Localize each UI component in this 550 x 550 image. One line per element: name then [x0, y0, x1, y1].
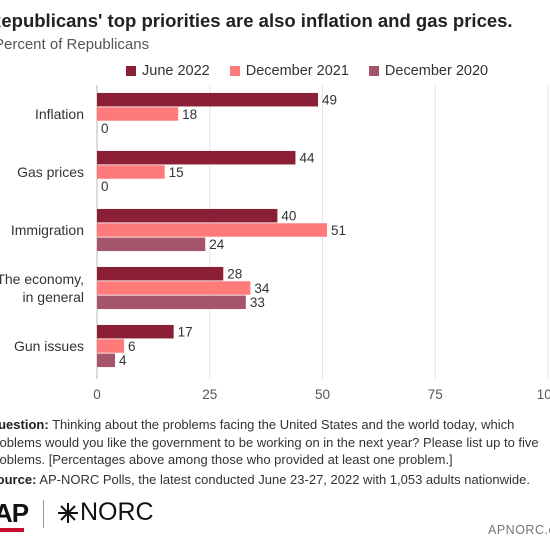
data-label: 34	[254, 281, 270, 296]
bar	[97, 339, 125, 353]
bar	[97, 208, 278, 223]
legend-swatch-december-2021	[229, 66, 240, 76]
ap-logo: AP	[0, 498, 29, 528]
bar	[97, 150, 296, 165]
data-label: 6	[128, 339, 136, 354]
x-tick-label: 100	[537, 387, 550, 402]
question-label: Question:	[0, 417, 49, 432]
data-label: 0	[101, 179, 109, 194]
x-tick-label: 50	[315, 387, 330, 402]
data-label: 4	[119, 353, 127, 368]
legend-label-june-2022: June 2022	[142, 63, 210, 79]
data-label: 18	[182, 107, 197, 122]
bar	[97, 324, 174, 339]
norc-star-icon	[58, 502, 78, 523]
bar	[97, 223, 328, 237]
bar	[97, 237, 206, 252]
legend-label-december-2020: December 2020	[384, 63, 489, 79]
category-label: Gas prices	[17, 164, 84, 180]
category-label: Immigration	[11, 222, 84, 238]
legend-item-june-2022: June 2022	[126, 62, 210, 80]
data-label: 33	[250, 295, 265, 310]
bar	[97, 295, 246, 310]
data-label: 17	[178, 324, 193, 339]
data-label: 49	[322, 92, 337, 107]
legend-swatch-december-2020	[368, 66, 379, 76]
data-label: 44	[299, 150, 315, 165]
legend-label-december-2021: December 2021	[245, 63, 349, 79]
bar	[97, 165, 165, 179]
norc-logo: NORC	[58, 498, 154, 527]
source-note: Source: AP-NORC Polls, the latest conduc…	[0, 472, 550, 487]
data-label: 15	[169, 165, 184, 180]
footer-url: APNORC.org	[488, 523, 550, 537]
data-label: 51	[331, 223, 346, 238]
x-tick-label: 75	[428, 387, 443, 402]
data-label: 0	[101, 121, 109, 136]
legend-swatch-june-2022	[126, 66, 136, 76]
logo-divider	[43, 500, 44, 528]
bar	[97, 266, 224, 281]
ap-logo-rule	[0, 528, 24, 532]
chart-title: Republicans' top priorities are also inf…	[0, 10, 513, 31]
chart-subtitle: Percent of Republicans	[0, 36, 150, 53]
legend: June 2022 December 2021 December 2020	[126, 62, 488, 80]
question-note: Question: Thinking about the problems fa…	[0, 416, 550, 469]
category-label: Gun issues	[14, 338, 84, 354]
category-label: Inflation	[35, 106, 84, 122]
bar	[97, 92, 318, 107]
x-tick-label: 25	[202, 387, 217, 402]
data-label: 28	[227, 266, 242, 281]
bar	[97, 107, 179, 121]
source-text: AP-NORC Polls, the latest conducted June…	[39, 472, 530, 487]
data-label: 24	[209, 237, 225, 252]
x-tick-label: 0	[93, 387, 101, 402]
legend-item-december-2020: December 2020	[368, 62, 489, 80]
bar-chart: 0 25 50 75 100 Inflation 49 18 0 Gas prices 44 15 0 I…	[0, 85, 550, 402]
data-label: 40	[281, 208, 296, 223]
source-label: Source:	[0, 472, 37, 487]
bar	[97, 353, 116, 368]
category-label: The economy,	[0, 271, 84, 287]
legend-item-december-2021: December 2021	[229, 62, 349, 80]
question-text: Thinking about the problems facing the U…	[0, 417, 539, 467]
norc-logo-text: NORC	[80, 498, 154, 526]
bar	[97, 281, 251, 295]
category-label: in general	[23, 289, 85, 305]
